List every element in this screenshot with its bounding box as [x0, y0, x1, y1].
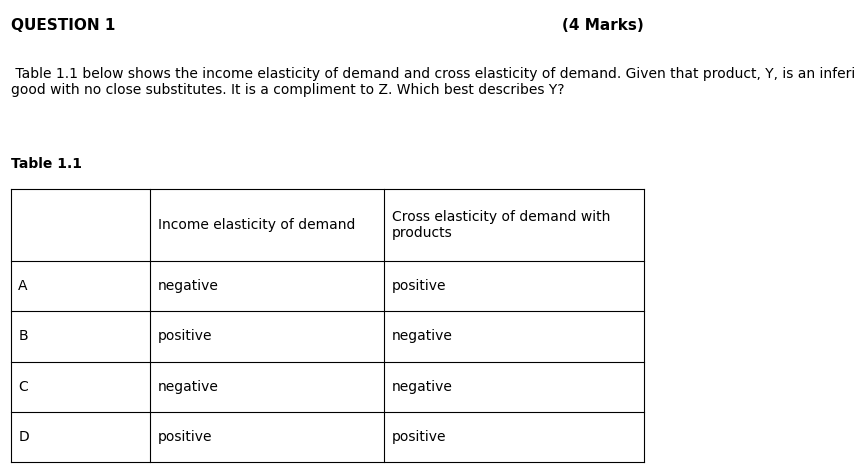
- Text: Table 1.1: Table 1.1: [10, 157, 81, 171]
- Text: negative: negative: [392, 329, 453, 343]
- Text: (4 Marks): (4 Marks): [562, 18, 644, 33]
- Text: positive: positive: [158, 329, 212, 343]
- Text: Income elasticity of demand: Income elasticity of demand: [158, 218, 355, 232]
- Text: positive: positive: [392, 430, 446, 444]
- Text: Cross elasticity of demand with
products: Cross elasticity of demand with products: [392, 210, 610, 240]
- Text: B: B: [18, 329, 28, 343]
- Text: D: D: [18, 430, 29, 444]
- Text: positive: positive: [158, 430, 212, 444]
- Text: negative: negative: [392, 380, 453, 394]
- Text: negative: negative: [158, 279, 218, 293]
- Text: positive: positive: [392, 279, 446, 293]
- Text: Table 1.1 below shows the income elasticity of demand and cross elasticity of de: Table 1.1 below shows the income elastic…: [10, 66, 856, 97]
- Text: C: C: [18, 380, 28, 394]
- Text: A: A: [18, 279, 28, 293]
- Text: QUESTION 1: QUESTION 1: [10, 18, 115, 33]
- Text: negative: negative: [158, 380, 218, 394]
